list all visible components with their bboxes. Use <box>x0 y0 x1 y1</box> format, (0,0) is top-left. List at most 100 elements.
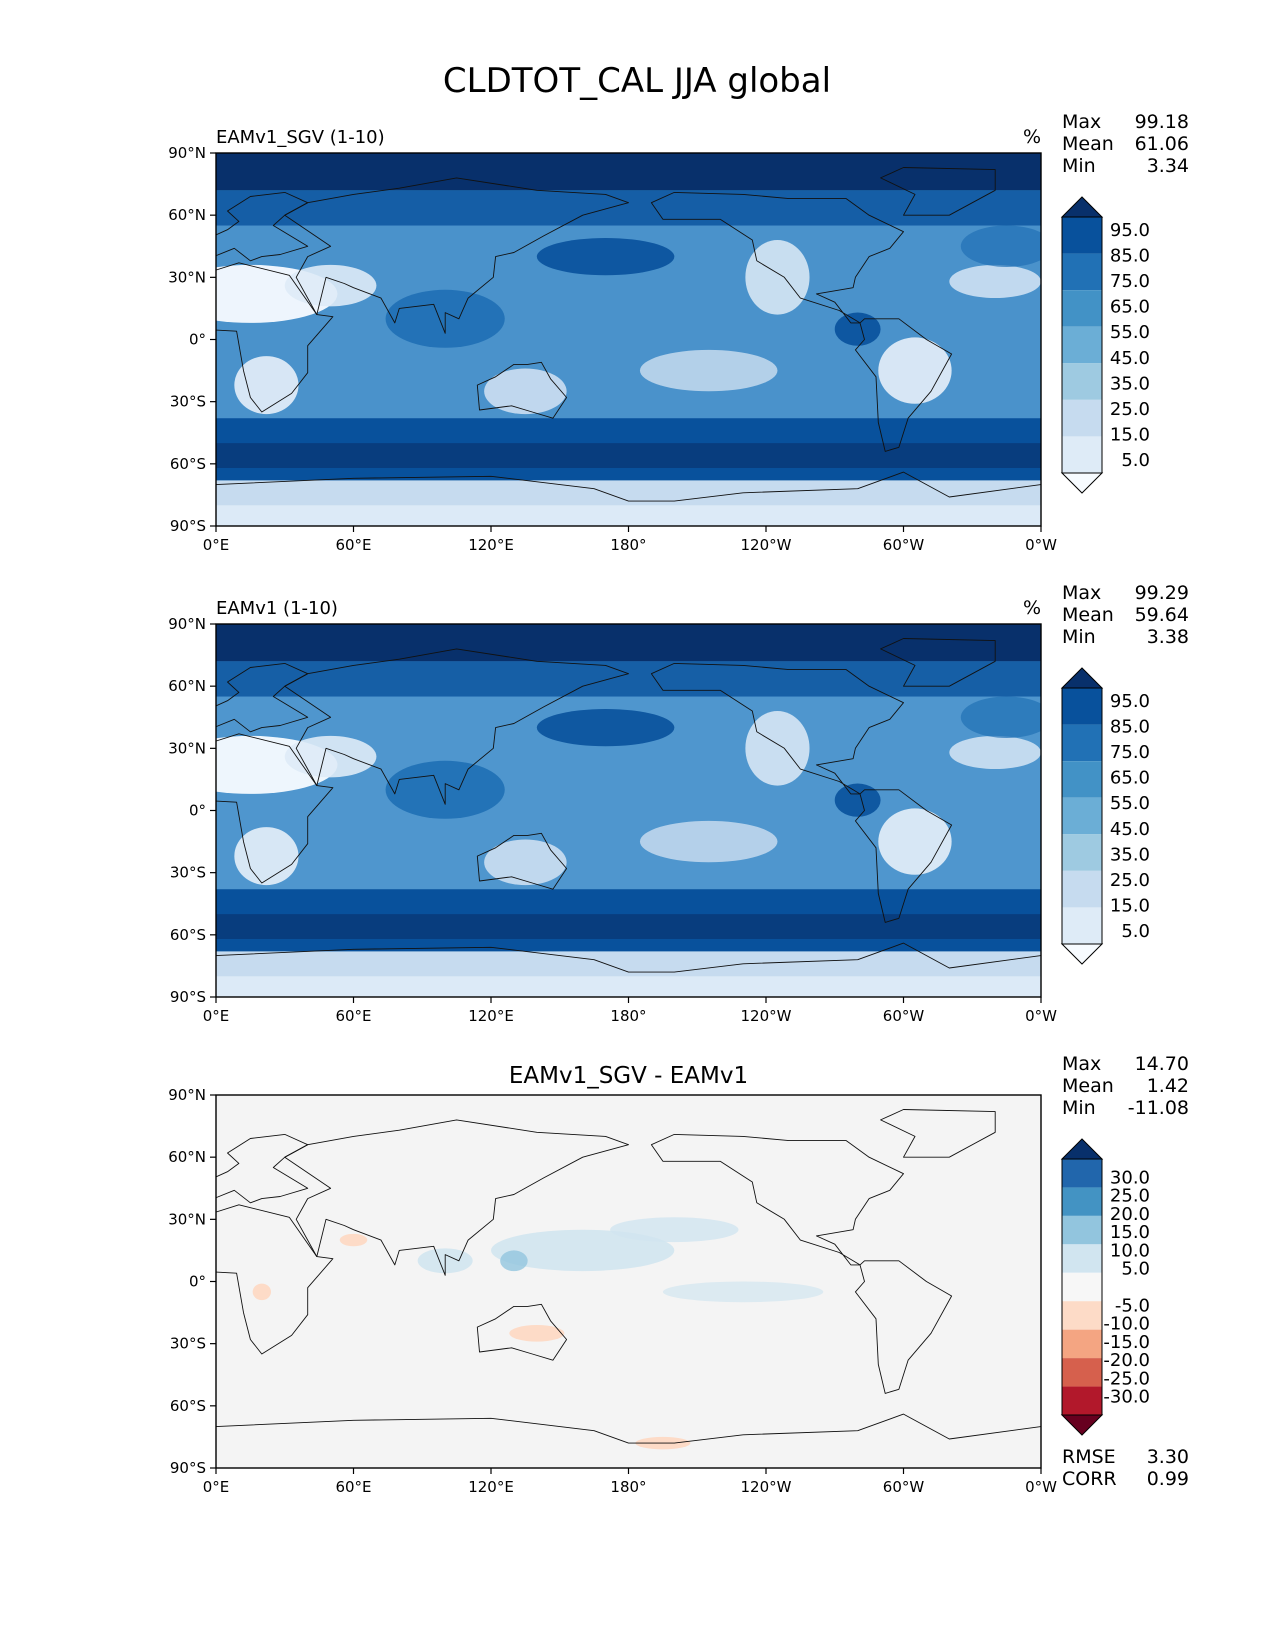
colorbar-label: 45.0 <box>1110 819 1150 840</box>
coastline-asia <box>284 177 629 334</box>
colorbar-label: 5.0 <box>1121 450 1150 471</box>
map-field <box>216 153 1041 526</box>
colorbar-segment <box>1062 724 1102 762</box>
colorbar-segment <box>1062 1386 1102 1415</box>
y-tick-label: 30°S <box>170 864 206 882</box>
y-axis: 90°N 60°N 30°N 0° 30°S 60°S 90°S <box>168 144 216 535</box>
stat-label: Max <box>1062 582 1101 604</box>
map-field <box>216 1095 1041 1468</box>
y-tick-label: 60°S <box>170 926 206 944</box>
coastlines <box>216 1109 1041 1444</box>
coastline-europe <box>216 1133 309 1204</box>
stat-value: 14.70 <box>1135 1053 1189 1075</box>
y-tick-label: 0° <box>189 802 206 820</box>
colorbar-label: 95.0 <box>1110 691 1150 712</box>
colorbar-segment <box>1062 1301 1102 1330</box>
colorbar-frame <box>1061 216 1103 474</box>
colorbar-segment <box>1062 436 1102 473</box>
coastline-africa <box>216 1204 334 1355</box>
y-tick-label: 90°N <box>168 615 206 633</box>
ne-pacific-blob <box>745 240 810 315</box>
colorbar-extend-min <box>1060 1414 1104 1436</box>
stat-label: Max <box>1062 1053 1101 1075</box>
subarctic-band <box>216 190 1041 226</box>
australia-blob <box>484 839 567 886</box>
colorbar-segment <box>1062 326 1102 364</box>
stat-value: 61.06 <box>1135 133 1189 155</box>
na-storm-blob <box>960 225 1041 267</box>
colorbar-extend-max <box>1060 667 1104 689</box>
colorbar-segment <box>1062 399 1102 437</box>
coastline-antarctica <box>216 1413 1041 1444</box>
colorbar-segment <box>1062 1272 1102 1302</box>
colorbar-segment <box>1062 1187 1102 1216</box>
x-axis: 0°E 60°E 120°E 180° 120°W 60°W 0°W <box>203 1468 1057 1496</box>
x-tick-label: 0°E <box>203 536 230 554</box>
x-tick-label: 180° <box>610 1007 646 1025</box>
map-panel-2: 0°E 60°E 120°E 180° 120°W 60°W 0°W 90°N 60°N 30°N… <box>168 582 1189 1025</box>
y-tick-label: 30°S <box>170 1335 206 1353</box>
colorbar-segment <box>1062 907 1102 944</box>
x-tick-label: 60°E <box>335 536 371 554</box>
atlantic-blob <box>949 264 1041 299</box>
colorbar-frame <box>1061 1158 1103 1416</box>
stat-value: 99.29 <box>1135 582 1189 604</box>
colorbar-label: 20.0 <box>1110 1204 1150 1225</box>
stat-label: Mean <box>1062 1075 1114 1097</box>
diff-neg-blob-4 <box>339 1233 368 1247</box>
map-field <box>216 624 1041 997</box>
antarctica-interior <box>216 976 1041 997</box>
colorbar: 95.0 85.0 75.0 65.0 55.0 45.0 35.0 25.0 15.0 5.0 <box>1060 667 1150 965</box>
atlantic-blob <box>949 735 1041 770</box>
stat-label: Mean <box>1062 604 1114 626</box>
metric-label: RMSE <box>1062 1446 1116 1468</box>
se-pacific-blob <box>639 349 778 392</box>
colorbar-label: -10.0 <box>1103 1314 1150 1335</box>
arabia-blob <box>284 264 377 307</box>
colorbar-segment <box>1062 834 1102 871</box>
colorbar-label: -20.0 <box>1103 1350 1150 1371</box>
stat-value: 1.42 <box>1147 1075 1189 1097</box>
metric-label: CORR <box>1062 1468 1117 1490</box>
y-tick-label: 30°S <box>170 393 206 411</box>
subarctic-band <box>216 661 1041 697</box>
colorbar-segment <box>1062 253 1102 291</box>
y-tick-label: 0° <box>189 1273 206 1291</box>
southern-africa-blob <box>234 356 299 415</box>
x-tick-label: 0°E <box>203 1007 230 1025</box>
colorbar-segment <box>1062 1215 1102 1245</box>
units-label: % <box>1023 126 1041 148</box>
panel-title: EAMv1 (1-10) <box>216 598 338 619</box>
x-tick-label: 60°W <box>883 536 925 554</box>
x-tick-label: 0°W <box>1025 1478 1057 1496</box>
colorbar-label: 5.0 <box>1121 921 1150 942</box>
colorbar-extend-min <box>1060 472 1104 494</box>
np-storm-blob <box>536 237 675 276</box>
coastline-greenland <box>880 638 996 687</box>
stat-value: 3.34 <box>1147 155 1189 177</box>
x-tick-label: 60°W <box>883 1478 925 1496</box>
x-axis: 0°E 60°E 120°E 180° 120°W 60°W 0°W <box>203 997 1057 1025</box>
coastline-south-america <box>854 1260 953 1394</box>
figure-title: CLDTOT_CAL JJA global <box>443 61 831 101</box>
stat-label: Min <box>1062 155 1096 177</box>
southern-africa-blob <box>234 827 299 886</box>
colorbar-segment <box>1062 1159 1102 1188</box>
panel-title: EAMv1_SGV - EAMv1 <box>509 1063 748 1089</box>
colorbar-label: 25.0 <box>1110 399 1150 420</box>
units-label: % <box>1023 597 1041 619</box>
southern-ocean-core <box>216 914 1041 939</box>
ne-pacific-blob <box>745 711 810 786</box>
metrics-block: RMSE 3.30 CORR 0.99 <box>1062 1446 1189 1490</box>
field-background <box>216 1095 1041 1468</box>
coastline-australia <box>476 1303 568 1361</box>
coastline-south-america <box>854 789 953 923</box>
x-tick-label: 120°W <box>741 536 792 554</box>
stats-block: Max 99.18 Mean 61.06 Min 3.34 <box>1062 111 1189 177</box>
colorbar-label: 15.0 <box>1110 1222 1150 1243</box>
colorbar: 30.025.020.015.010.05.0 -5.0-10.0-15.0-20… <box>1060 1138 1150 1436</box>
diff-pos-blob-1 <box>491 1229 675 1272</box>
colorbar-label: 95.0 <box>1110 220 1150 241</box>
coastline-europe <box>216 662 309 733</box>
colorbar-label: 45.0 <box>1110 348 1150 369</box>
